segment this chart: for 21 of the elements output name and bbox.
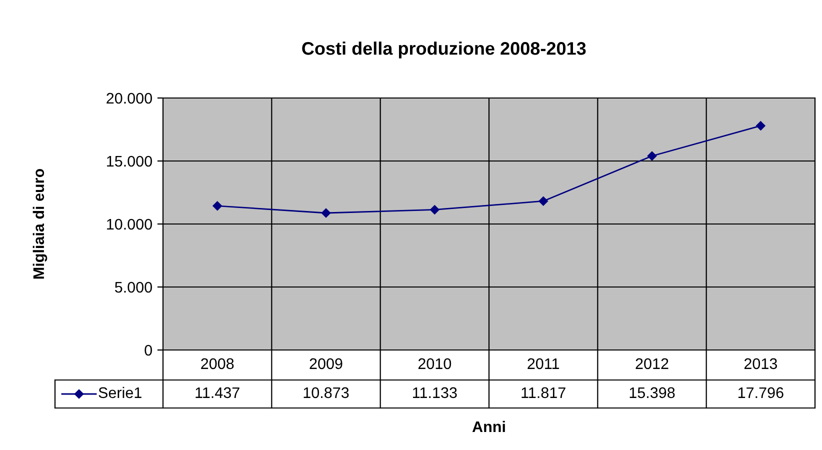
y-tick-label: 20.000 bbox=[106, 92, 152, 104]
chart-title: Costi della produzione 2008-2013 bbox=[302, 42, 586, 58]
data-label: 11.133 bbox=[413, 387, 457, 398]
x-tick-label: 2009 bbox=[310, 358, 342, 370]
data-label: 17.796 bbox=[738, 387, 784, 398]
data-label: 10.873 bbox=[304, 387, 349, 398]
x-tick-label: 2012 bbox=[636, 358, 668, 370]
x-tick-label: 2011 bbox=[528, 358, 560, 370]
y-tick-label: 5.000 bbox=[114, 282, 152, 293]
y-tick-label: 15.000 bbox=[107, 156, 152, 167]
x-tick-label: 2010 bbox=[418, 358, 452, 370]
y-tick-label: 0 bbox=[144, 344, 152, 356]
x-tick-label: 2008 bbox=[201, 358, 234, 370]
y-axis-title: Migliaia di euro bbox=[32, 168, 48, 279]
data-label: 11.437 bbox=[196, 387, 240, 398]
legend-label: Serie1 bbox=[98, 386, 142, 398]
y-tick-label: 10.000 bbox=[107, 218, 152, 230]
data-label: 11.817 bbox=[522, 387, 566, 398]
x-axis-title: Anni bbox=[472, 420, 505, 432]
x-tick-label: 2013 bbox=[744, 358, 777, 370]
data-label: 15.398 bbox=[630, 387, 675, 398]
